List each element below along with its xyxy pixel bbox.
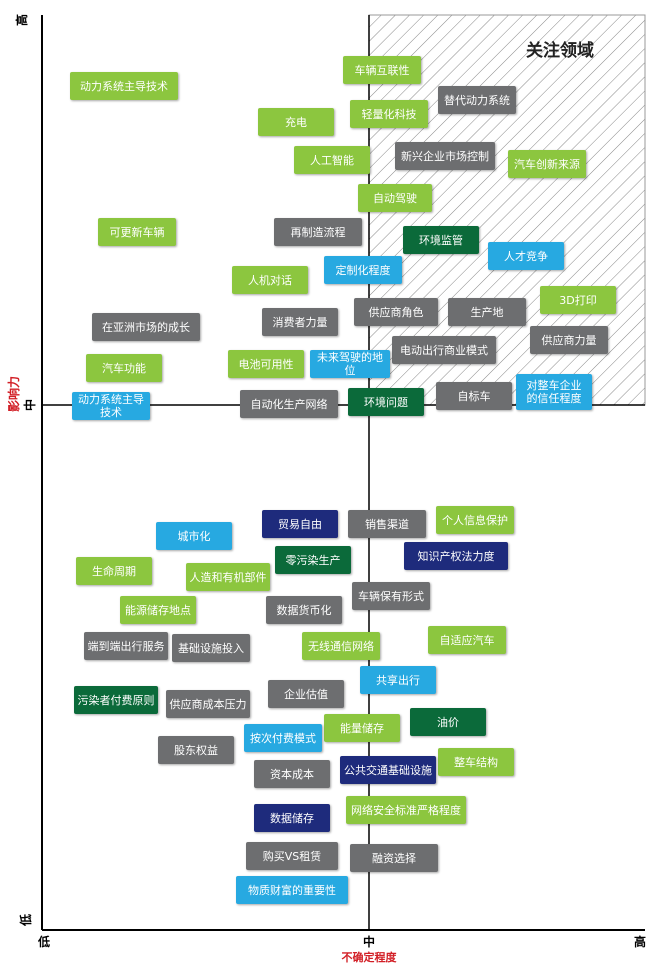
node: 定制化程度 [324, 256, 402, 284]
node: 环境问题 [348, 388, 424, 416]
node: 供应商角色 [354, 298, 438, 326]
node: 供应商成本压力 [166, 690, 250, 718]
node: 环境监管 [403, 226, 479, 254]
node: 基础设施投入 [172, 634, 250, 662]
node: 生命周期 [76, 557, 152, 585]
node: 物质财富的重要性 [236, 876, 348, 904]
node: 销售渠道 [348, 510, 426, 538]
node: 汽车创新来源 [508, 150, 586, 178]
node: 人才竞争 [488, 242, 564, 270]
node: 在亚洲市场的成长 [92, 313, 200, 341]
node: 动力系统主导技术 [72, 392, 150, 420]
x-mid: 中 [363, 934, 375, 949]
node: 融资选择 [350, 844, 438, 872]
node: 城市化 [156, 522, 232, 550]
x-low: 低 [37, 934, 50, 949]
node: 自动化生产网络 [240, 390, 338, 418]
node: 自动驾驶 [358, 184, 432, 212]
node: 个人信息保护 [436, 506, 514, 534]
node: 整车结构 [438, 748, 514, 776]
node: 车辆保有形式 [352, 582, 430, 610]
node: 零污染生产 [275, 546, 351, 574]
y-mid: 中 [22, 399, 37, 411]
y-high: 高 [14, 14, 29, 26]
node: 对整车企业 的信任程度 [516, 374, 592, 410]
node: 能量储存 [324, 714, 400, 742]
node: 轻量化科技 [350, 100, 428, 128]
node: 资本成本 [254, 760, 330, 788]
node: 车辆互联性 [343, 56, 421, 84]
node: 供应商力量 [530, 326, 608, 354]
node: 再制造流程 [274, 218, 362, 246]
node: 按次付费模式 [244, 724, 322, 752]
node: 自标车 [436, 382, 512, 410]
node: 购买VS租赁 [246, 842, 338, 870]
node: 电动出行商业模式 [392, 336, 496, 364]
node: 知识产权法力度 [404, 542, 508, 570]
node: 网络安全标准严格程度 [346, 796, 466, 824]
node: 3D打印 [540, 286, 616, 314]
node: 数据储存 [254, 804, 330, 832]
node: 股东权益 [158, 736, 234, 764]
x-high: 高 [634, 934, 646, 949]
node: 数据货币化 [266, 596, 342, 624]
node: 能源储存地点 [120, 596, 196, 624]
y-title: 影响力 [6, 376, 21, 412]
node: 未来驾驶的地位 [310, 350, 390, 378]
node: 动力系统主导技术 [70, 72, 178, 100]
node: 新兴企业市场控制 [395, 142, 495, 170]
node: 公共交通基础设施 [340, 756, 436, 784]
y-low: 低 [18, 914, 33, 927]
x-title: 不确定程度 [342, 950, 398, 964]
node: 人造和有机部件 [186, 563, 270, 591]
node: 企业估值 [268, 680, 344, 708]
node: 共享出行 [360, 666, 436, 694]
node: 生产地 [448, 298, 526, 326]
node: 汽车功能 [86, 354, 162, 382]
node: 污染者付费原则 [74, 686, 158, 714]
node: 消费者力量 [262, 308, 338, 336]
node: 端到端出行服务 [84, 632, 168, 660]
node: 电池可用性 [228, 350, 304, 378]
node: 油价 [410, 708, 486, 736]
node: 人机对话 [232, 266, 308, 294]
focus-label: 关注领域 [526, 40, 594, 61]
node: 自适应汽车 [428, 626, 506, 654]
node: 无线通信网络 [302, 632, 380, 660]
node: 人工智能 [294, 146, 370, 174]
node: 可更新车辆 [98, 218, 176, 246]
node: 充电 [258, 108, 334, 136]
node: 替代动力系统 [438, 86, 516, 114]
node: 贸易自由 [262, 510, 338, 538]
